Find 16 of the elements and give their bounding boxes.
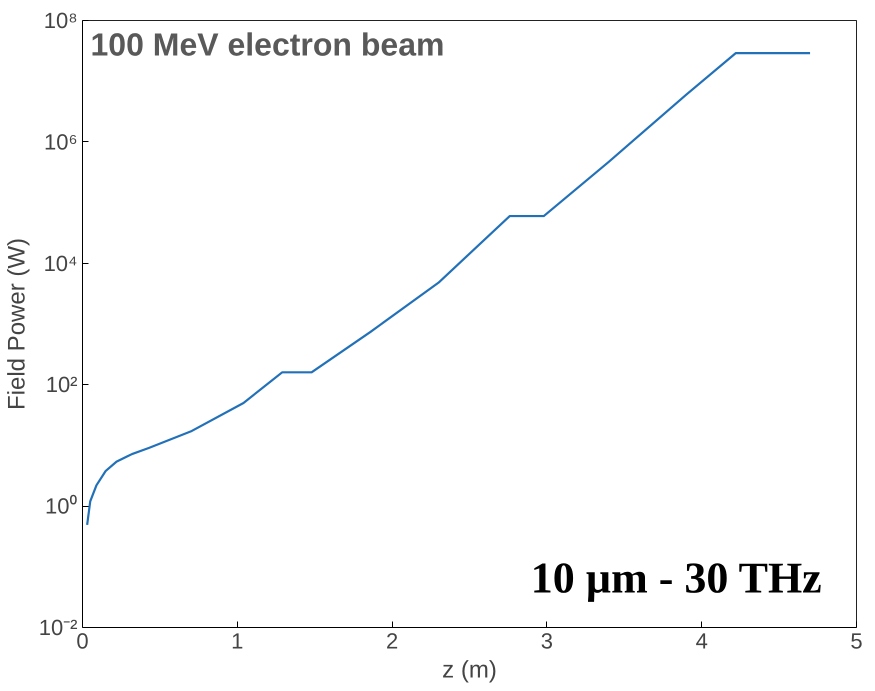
x-tick-label: 1 (231, 628, 244, 654)
y-tick-label: 10⁸ (44, 8, 78, 33)
y-tick-label: 10² (46, 372, 78, 398)
x-tick-label: 0 (76, 628, 89, 654)
y-tick-label: 10⁶ (44, 129, 78, 154)
y-tick-label: 10⁻² (38, 615, 78, 640)
y-tick-label: 10⁴ (44, 250, 78, 276)
y-tick-label: 10⁰ (45, 494, 78, 519)
x-tick-label: 5 (850, 628, 863, 654)
x-tick-label: 3 (540, 628, 554, 654)
x-tick-label: 2 (386, 628, 398, 654)
y-axis-title: Field Power (W) (4, 238, 31, 410)
annotation: 100 MeV electron beam (90, 26, 444, 62)
x-axis-title: z (m) (442, 656, 497, 684)
annotation: 10 µm - 30 THz (530, 554, 822, 602)
x-tick-label: 4 (696, 628, 708, 654)
